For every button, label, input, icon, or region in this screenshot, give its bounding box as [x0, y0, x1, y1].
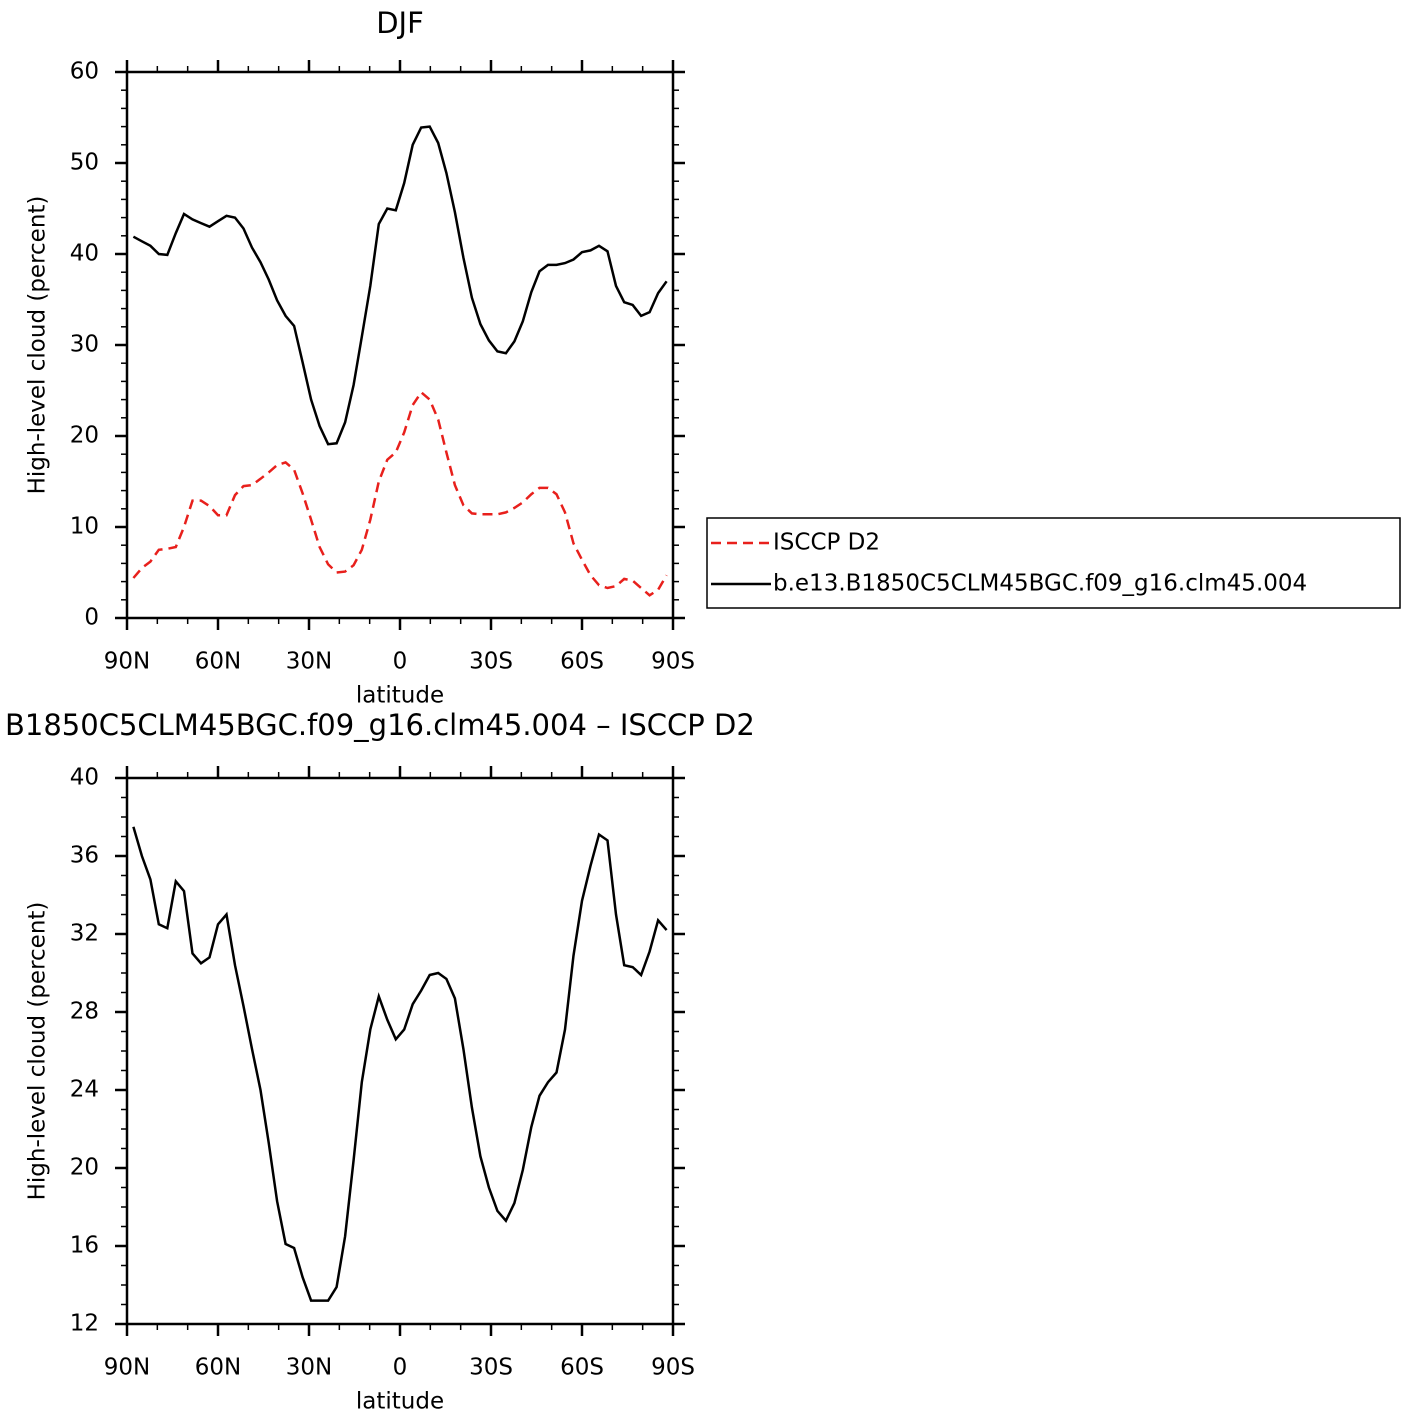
x-tick-label: 0 — [393, 1355, 408, 1381]
y-tick-label: 24 — [70, 1077, 99, 1103]
x-tick-label: 30S — [469, 649, 513, 675]
y-tick-label: 50 — [70, 150, 99, 176]
x-tick-label: 90N — [104, 649, 150, 675]
y-tick-label: 0 — [84, 605, 99, 631]
y-tick-label: 10 — [70, 514, 99, 540]
x-tick-label: 90S — [651, 1355, 695, 1381]
data-line — [132, 390, 668, 597]
x-axis-label: latitude — [356, 1389, 444, 1415]
x-tick-label: 30S — [469, 1355, 513, 1381]
legend-box — [706, 517, 1401, 609]
y-tick-label: 40 — [70, 241, 99, 267]
y-tick-label: 40 — [70, 765, 99, 791]
x-tick-label: 60S — [560, 649, 604, 675]
data-line — [132, 826, 668, 1302]
y-tick-label: 16 — [70, 1233, 99, 1259]
y-tick-label: 60 — [70, 59, 99, 85]
y-tick-label: 20 — [70, 1155, 99, 1181]
y-tick-label: 20 — [70, 423, 99, 449]
y-tick-label: 32 — [70, 921, 99, 947]
x-tick-label: 60N — [195, 1355, 241, 1381]
data-line — [132, 125, 668, 446]
y-axis-label: High-level cloud (percent) — [25, 902, 51, 1201]
y-axis-label: High-level cloud (percent) — [25, 196, 51, 495]
x-tick-label: 60S — [560, 1355, 604, 1381]
legend-label: ISCCP D2 — [773, 530, 880, 556]
y-tick-label: 28 — [70, 999, 99, 1025]
x-axis-label: latitude — [356, 683, 444, 709]
x-tick-label: 90N — [104, 1355, 150, 1381]
chart-title: B1850C5CLM45BGC.f09_g16.clm45.004 – ISCC… — [5, 708, 755, 742]
x-tick-label: 90S — [651, 649, 695, 675]
y-tick-label: 12 — [70, 1311, 99, 1337]
x-tick-label: 30N — [286, 649, 332, 675]
legend-label: b.e13.B1850C5CLM45BGC.f09_g16.clm45.004 — [773, 571, 1307, 597]
x-tick-label: 60N — [195, 649, 241, 675]
x-tick-label: 0 — [393, 649, 408, 675]
y-tick-label: 36 — [70, 843, 99, 869]
plot-frame — [125, 70, 675, 620]
y-tick-label: 30 — [70, 332, 99, 358]
x-tick-label: 30N — [286, 1355, 332, 1381]
chart-title: DJF — [376, 6, 424, 40]
